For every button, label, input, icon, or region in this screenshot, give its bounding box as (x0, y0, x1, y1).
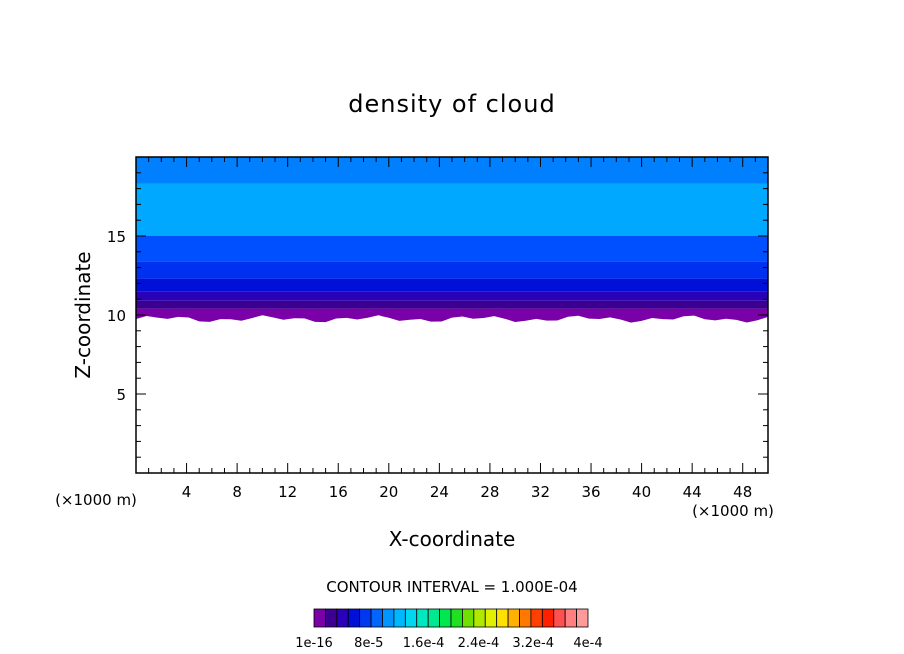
x-tick-label: 44 (683, 483, 702, 501)
x-unit-label-right: (×1000 m) (692, 502, 774, 520)
colorbar-swatch (313, 608, 326, 628)
contour-band (136, 183, 768, 236)
contour-band (136, 261, 768, 279)
colorbar-swatch (519, 608, 532, 628)
x-tick-label: 48 (733, 483, 752, 501)
colorbar-swatch (450, 608, 463, 628)
colorbar-swatch (564, 608, 577, 628)
colorbar (313, 608, 589, 628)
x-tick-label: 4 (182, 483, 192, 501)
x-tick-labels: 4 8 12 16 20 24 28 32 36 40 44 48 (182, 483, 752, 501)
colorbar-swatch (347, 608, 361, 628)
colorbar-swatch (404, 608, 418, 628)
chart-title: density of cloud (348, 90, 555, 118)
contour-band (136, 157, 768, 184)
colorbar-swatch (507, 608, 520, 628)
colorbar-swatch (336, 608, 349, 628)
colorbar-swatch (541, 608, 555, 628)
contour-interval-label: CONTOUR INTERVAL = 1.000E-04 (326, 578, 577, 596)
colorbar-swatch (359, 608, 372, 628)
colorbar-swatch (484, 608, 498, 628)
colorbar-tick-label: 4e-4 (573, 636, 602, 651)
contour-band (136, 300, 768, 309)
contour-bands (136, 157, 768, 323)
colorbar-swatch (427, 608, 440, 628)
x-tick-label: 32 (531, 483, 550, 501)
x-tick-label: 16 (329, 483, 348, 501)
colorbar-labels: 1e-16 8e-5 1.6e-4 2.4e-4 3.2e-4 4e-4 (295, 636, 602, 651)
contour-band (136, 236, 768, 262)
colorbar-tick-label: 1.6e-4 (403, 636, 445, 651)
colorbar-tick-label: 8e-5 (354, 636, 383, 651)
y-tick-label: 5 (116, 386, 126, 404)
colorbar-tick-label: 1e-16 (295, 636, 333, 651)
x-tick-label: 8 (232, 483, 242, 501)
colorbar-swatch (439, 608, 452, 628)
y-tick-labels: 5 10 15 (107, 228, 126, 404)
contour-band (136, 308, 768, 323)
colorbar-swatch (370, 608, 383, 628)
colorbar-swatch (325, 608, 338, 628)
axis-ticks (136, 157, 768, 473)
y-axis-label: Z-coordinate (71, 251, 95, 378)
x-tick-label: 24 (430, 483, 449, 501)
colorbar-swatch (416, 608, 429, 628)
x-tick-label: 36 (581, 483, 600, 501)
x-tick-label: 20 (379, 483, 398, 501)
colorbar-swatch (393, 608, 406, 628)
x-unit-label-left: (×1000 m) (55, 491, 137, 509)
colorbar-tick-label: 2.4e-4 (458, 636, 500, 651)
x-tick-label: 12 (278, 483, 297, 501)
plot-area (135, 156, 769, 474)
x-axis-label: X-coordinate (389, 527, 516, 551)
colorbar-swatch (576, 608, 589, 628)
colorbar-swatch (496, 608, 509, 628)
colorbar-tick-label: 3.2e-4 (512, 636, 554, 651)
colorbar-swatch (530, 608, 543, 628)
contour-band (136, 291, 768, 301)
plot-frame (135, 156, 769, 474)
x-tick-label: 40 (632, 483, 651, 501)
colorbar-swatch (473, 608, 486, 628)
colorbar-swatch (382, 608, 395, 628)
colorbar-swatch (462, 608, 475, 628)
colorbar-swatch (553, 608, 566, 628)
contour-band (136, 278, 768, 292)
y-tick-label: 10 (107, 307, 126, 325)
x-tick-label: 28 (480, 483, 499, 501)
y-tick-label: 15 (107, 228, 126, 246)
